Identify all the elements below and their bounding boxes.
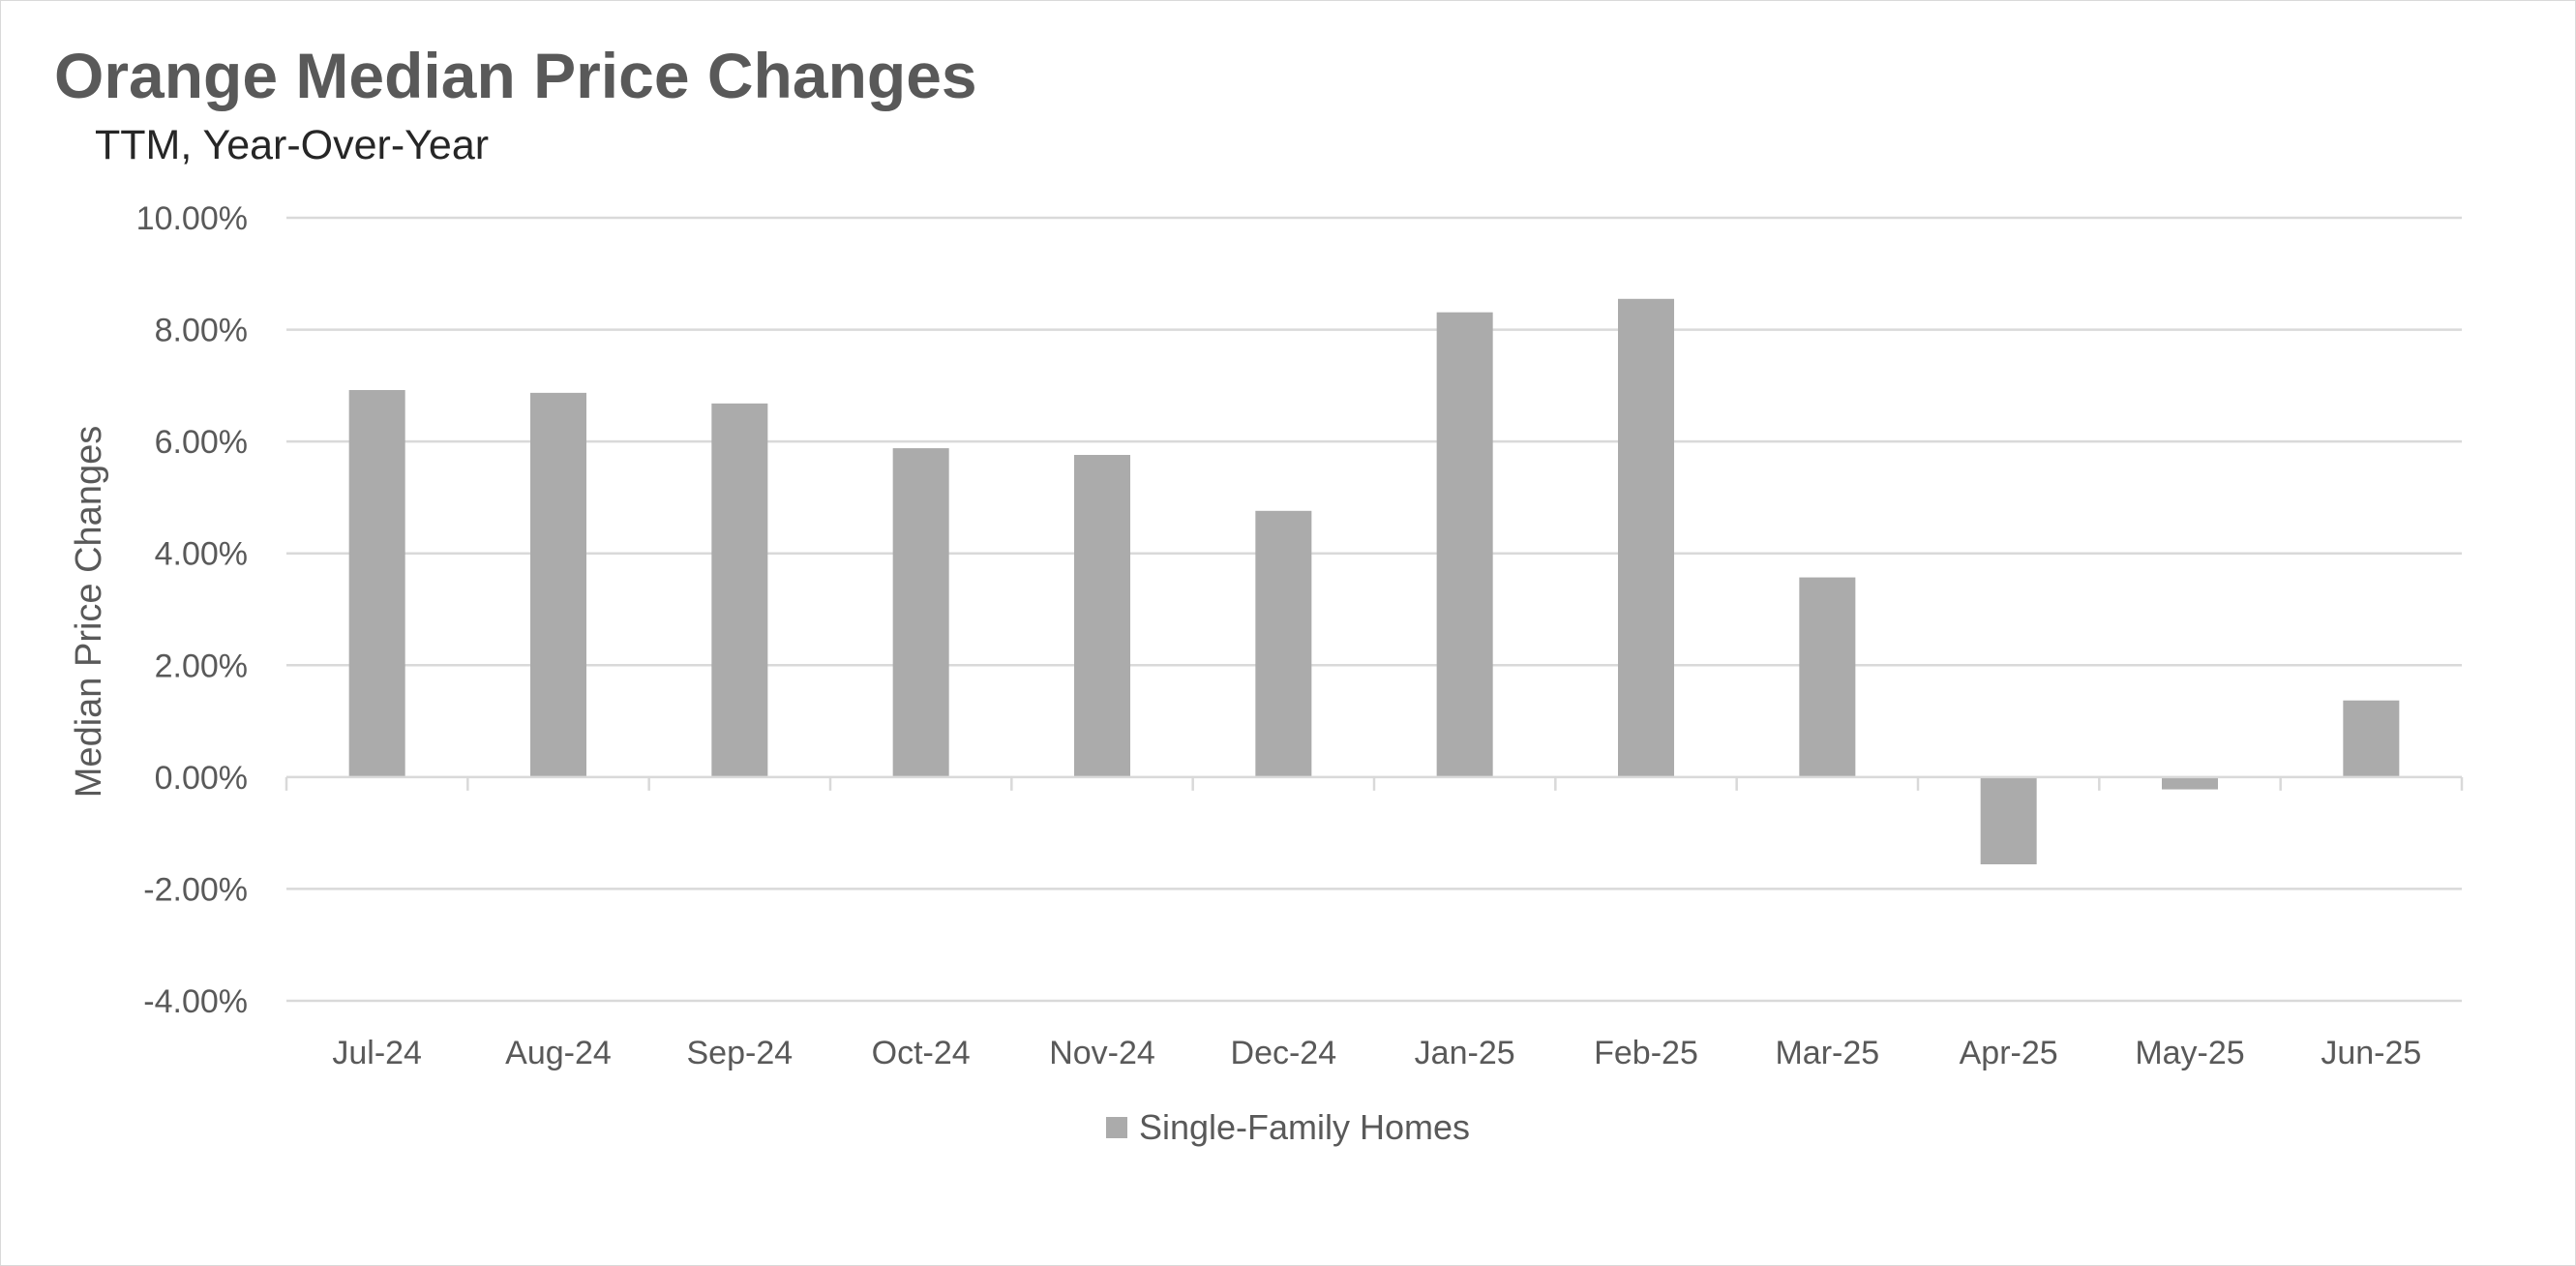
y-tick-labels: 10.00% 8.00% 6.00% 4.00% 2.00% 0.00% -2.00% -4.… xyxy=(136,200,248,1020)
y-tick-label: 0.00% xyxy=(155,760,248,797)
x-tick-label: Feb-25 xyxy=(1594,1035,1698,1071)
gridlines xyxy=(286,216,2462,1003)
x-tick-label: Jan-25 xyxy=(1415,1035,1515,1071)
chart-subtitle: TTM, Year-Over-Year xyxy=(95,122,490,168)
bar-aug-24 xyxy=(530,392,586,777)
bars xyxy=(348,298,2400,865)
x-tick-label: May-25 xyxy=(2135,1035,2244,1071)
bar-sep-24 xyxy=(711,403,768,777)
y-axis-title: Median Price Changes xyxy=(69,426,109,798)
bar-jun-25 xyxy=(2343,700,2400,777)
x-tick-label: Jul-24 xyxy=(332,1035,422,1071)
bar-jul-24 xyxy=(348,389,405,777)
y-tick-label: 10.00% xyxy=(136,200,248,237)
bar-may-25 xyxy=(2162,776,2218,790)
x-tick-label: Sep-24 xyxy=(687,1035,794,1071)
x-tick-label: Jun-25 xyxy=(2321,1035,2421,1071)
x-tick-label: Mar-25 xyxy=(1775,1035,1879,1071)
bar-oct-24 xyxy=(892,448,949,777)
chart-title: Orange Median Price Changes xyxy=(54,40,977,111)
y-tick-label: -2.00% xyxy=(143,871,248,908)
x-tick-label: Apr-25 xyxy=(1960,1035,2058,1071)
y-tick-label: 2.00% xyxy=(155,648,248,684)
bar-mar-25 xyxy=(1799,577,1856,777)
x-tick-label: Nov-24 xyxy=(1049,1035,1155,1071)
bar-dec-24 xyxy=(1255,510,1312,777)
bar-nov-24 xyxy=(1074,455,1130,777)
legend-item: Single-Family Homes xyxy=(1105,1107,1471,1148)
x-tick-labels: Jul-24 Aug-24 Sep-24 Oct-24 Nov-24 Dec-24 Jan-… xyxy=(332,1035,2421,1071)
bar-apr-25 xyxy=(1980,776,2037,865)
legend-label: Single-Family Homes xyxy=(1138,1107,1471,1147)
y-tick-label: 8.00% xyxy=(155,313,248,349)
y-tick-label: -4.00% xyxy=(143,983,248,1020)
bar-feb-25 xyxy=(1618,298,1674,777)
y-tick-label: 4.00% xyxy=(155,536,248,573)
x-tick-label: Oct-24 xyxy=(872,1035,971,1071)
legend-swatch xyxy=(1105,1117,1127,1138)
y-tick-label: 6.00% xyxy=(155,424,248,461)
x-axis xyxy=(285,775,2464,791)
bar-jan-25 xyxy=(1436,312,1493,777)
legend: Single-Family Homes xyxy=(0,1107,2576,1148)
x-tick-label: Aug-24 xyxy=(505,1035,612,1071)
x-tick-label: Dec-24 xyxy=(1231,1035,1337,1071)
